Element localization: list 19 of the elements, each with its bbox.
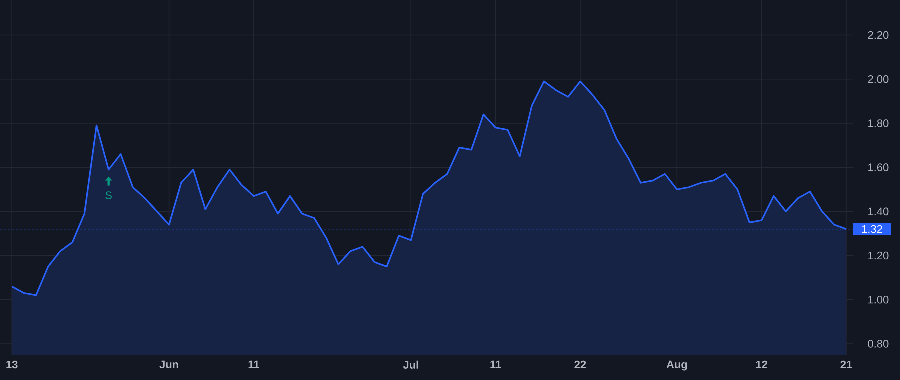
- annotation: S: [106, 192, 112, 200]
- x-tick-label: Jun: [160, 360, 178, 369]
- y-tick-label: 2.20: [868, 31, 889, 40]
- x-tick-label: 22: [574, 360, 586, 369]
- y-tick-label: 0.80: [868, 340, 889, 348]
- y-tick-label: 1.60: [868, 164, 889, 172]
- ref-line-label: 1.32: [862, 225, 882, 234]
- y-tick-label: 1.20: [868, 252, 889, 260]
- x-tick-label: 11: [490, 360, 502, 368]
- x-tick-label: 12: [756, 360, 768, 369]
- x-tick-label: 21: [840, 360, 852, 369]
- y-tick-label: 1.00: [868, 296, 889, 304]
- y-tick-label: 1.40: [868, 208, 889, 216]
- y-tick-label: 2.00: [868, 75, 889, 84]
- y-tick-label: 1.80: [868, 120, 889, 128]
- x-tick-label: Jul: [403, 360, 418, 369]
- x-tick-label: Aug: [666, 360, 688, 371]
- x-tick-label: 11: [248, 360, 260, 368]
- x-tick-label: 13: [6, 360, 18, 369]
